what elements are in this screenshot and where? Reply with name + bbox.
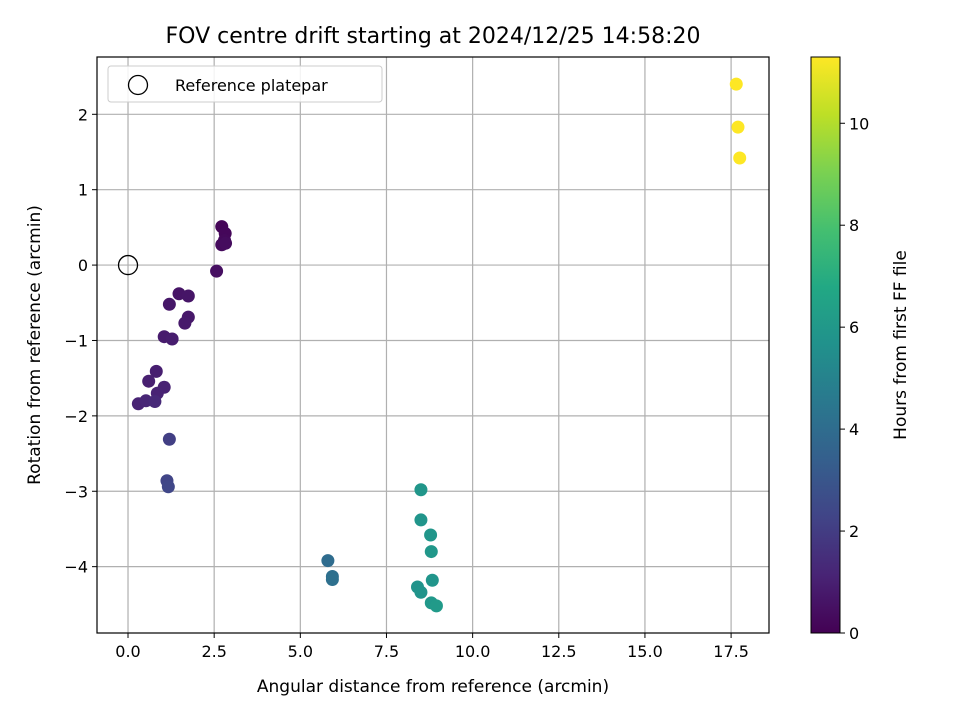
reference-platepar-marker [117, 254, 139, 276]
data-point [162, 297, 176, 311]
data-point [425, 573, 439, 587]
data-point [729, 77, 743, 91]
colorbar-label: Hours from first FF file [891, 250, 911, 440]
y-tick-label: 1 [78, 181, 88, 200]
x-tick-label: 7.5 [374, 642, 399, 661]
x-tick-label: 5.0 [288, 642, 313, 661]
colorbar-tick-label: 6 [849, 318, 859, 337]
data-point [414, 513, 428, 527]
data-point [142, 374, 156, 388]
x-tick-label: 2.5 [201, 642, 226, 661]
x-tick-label: 0.0 [115, 642, 140, 661]
data-point [424, 545, 438, 559]
reference-marker-layer [117, 254, 139, 276]
data-point [219, 236, 233, 250]
data-point [733, 151, 747, 165]
colorbar-tick-label: 0 [849, 624, 859, 643]
colorbar-tick-label: 10 [849, 114, 869, 133]
legend-label-reference: Reference platepar [175, 76, 328, 95]
x-axis: 0.0 2.5 5.0 7.5 10.0 12.5 15.0 17.5 [115, 633, 749, 661]
legend-marker-reference [127, 74, 149, 96]
data-point [429, 599, 443, 613]
y-axis-label: Rotation from reference (arcmin) [25, 205, 45, 485]
legend: Reference platepar [107, 65, 383, 103]
data-point [149, 364, 163, 378]
data-points [131, 77, 747, 613]
data-point [731, 120, 745, 134]
data-point [148, 395, 162, 409]
colorbar: 0 2 4 6 8 10 Hours from first FF file [810, 56, 911, 643]
x-tick-label: 10.0 [455, 642, 491, 661]
colorbar-tick-label: 8 [849, 216, 859, 235]
colorbar-tick-label: 4 [849, 420, 859, 439]
y-axis: −4 −3 −2 −1 0 1 2 [64, 105, 97, 577]
colorbar-tick-label: 2 [849, 522, 859, 541]
y-tick-label: −4 [64, 558, 88, 577]
data-point [414, 483, 428, 497]
data-point [178, 316, 192, 330]
data-point [325, 572, 339, 586]
y-tick-label: 0 [78, 256, 88, 275]
data-point [210, 264, 224, 278]
y-tick-label: 2 [78, 105, 88, 124]
x-tick-label: 12.5 [541, 642, 577, 661]
colorbar-ticks: 0 2 4 6 8 10 [840, 114, 869, 643]
x-tick-label: 15.0 [627, 642, 663, 661]
data-point [162, 432, 176, 446]
data-point [424, 528, 438, 542]
colorbar-gradient [810, 56, 841, 634]
plot-frame [96, 56, 770, 634]
y-tick-label: −2 [64, 407, 88, 426]
grid [97, 57, 769, 633]
data-point [161, 480, 175, 494]
x-tick-label: 17.5 [713, 642, 749, 661]
legend-box [107, 65, 383, 103]
y-tick-label: −1 [64, 331, 88, 350]
x-axis-label: Angular distance from reference (arcmin) [257, 677, 609, 697]
data-point [321, 554, 335, 568]
y-tick-label: −3 [64, 482, 88, 501]
data-point [165, 332, 179, 346]
chart-title: FOV centre drift starting at 2024/12/25 … [166, 24, 701, 49]
data-point [414, 585, 428, 599]
data-point [181, 289, 195, 303]
